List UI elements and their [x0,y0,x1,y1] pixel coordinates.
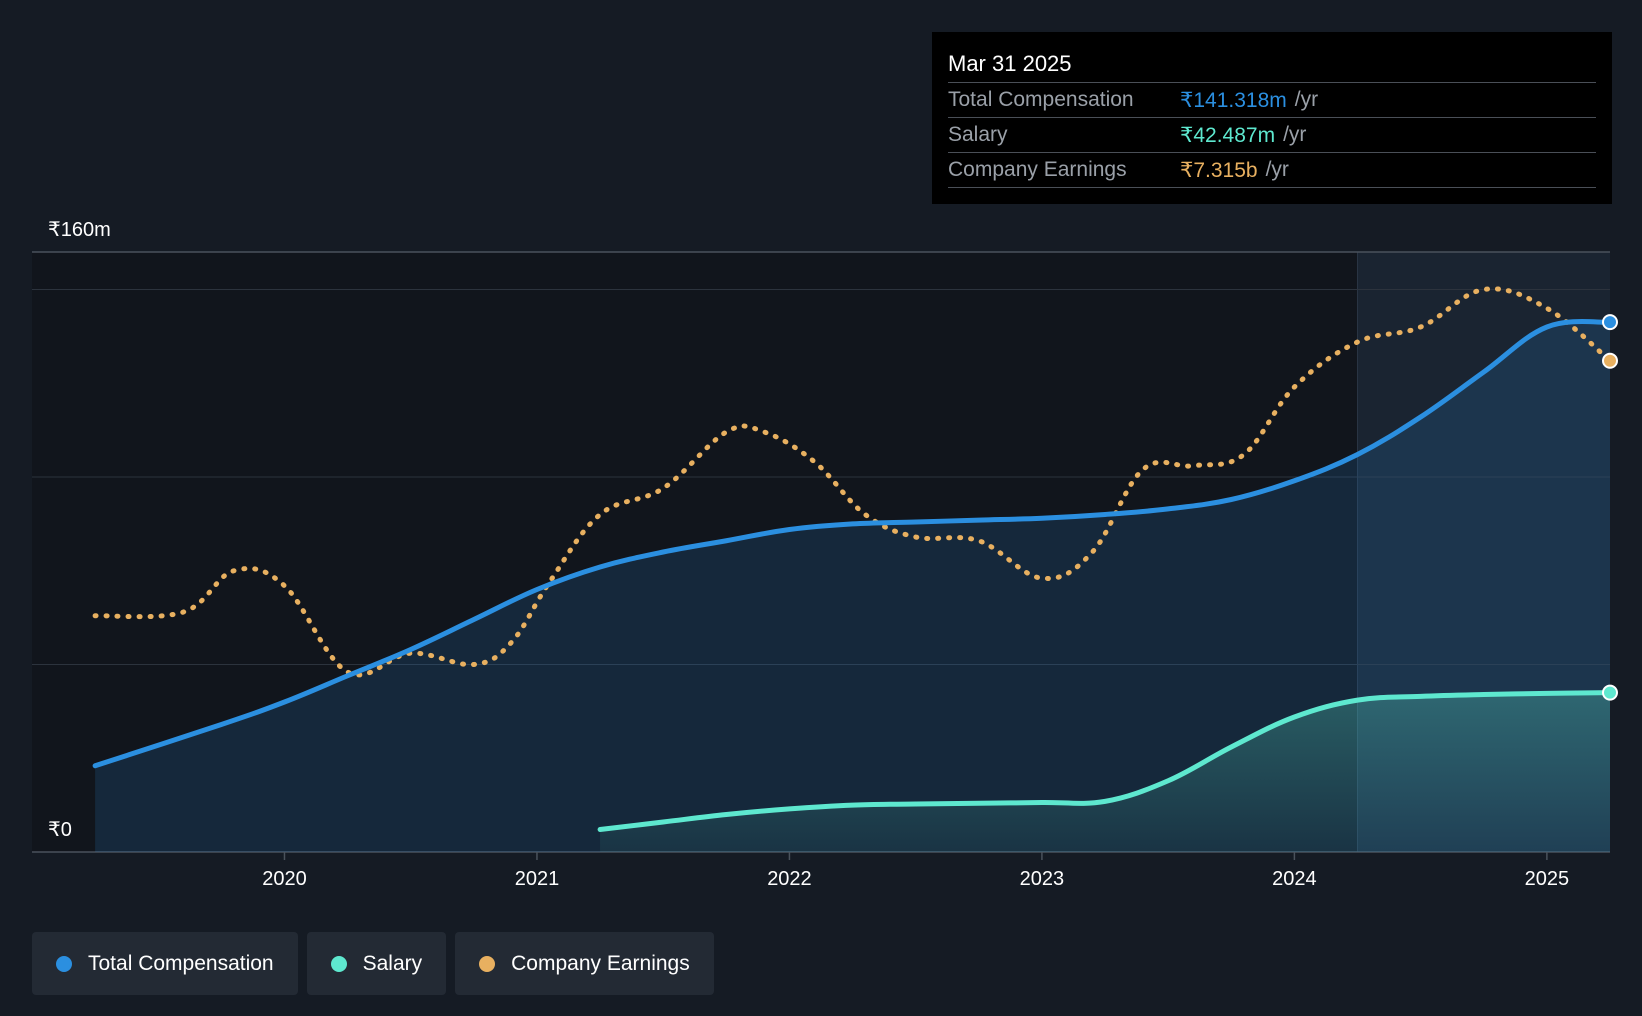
tooltip-label: Company Earnings [948,158,1127,181]
salary-end-marker [1602,684,1618,701]
chart-legend: Total Compensation Salary Company Earnin… [32,932,714,995]
tooltip-label: Total Compensation [948,88,1134,111]
legend-label: Salary [362,951,423,975]
salary-line [597,690,1613,832]
legend-label: Total Compensation [88,951,274,975]
total-compensation-end-marker [1602,314,1618,331]
company-earnings-end-marker [1602,352,1618,369]
x-tick-label: 2024 [1272,868,1317,890]
legend-item-salary[interactable]: Salary [306,932,447,995]
tooltip-panel: Mar 31 2025 Total Compensation ₹141.318m… [932,32,1612,204]
tooltip-value: ₹141.318m [1180,88,1287,112]
tooltip-unit: /yr [1265,158,1289,181]
legend-dot-icon [56,955,72,972]
total-compensation-area [95,321,1611,852]
x-tick-label: 2025 [1525,868,1570,890]
tooltip-date: Mar 31 2025 [948,51,1072,76]
x-tick-label: 2020 [262,868,307,890]
legend-item-total-compensation[interactable]: Total Compensation [32,932,298,995]
x-tick-label: 2021 [515,868,560,890]
y-axis-label-zero: ₹0 [48,819,72,841]
plot-background [32,252,1358,852]
legend-label: Company Earnings [511,951,690,975]
tooltip-unit: /yr [1294,88,1319,111]
legend-dot-icon [330,955,347,972]
y-axis-label-top: ₹160m [48,219,111,241]
tooltip-row-salary: Salary ₹42.487m /yr [948,117,1596,152]
tooltip-row-earnings: Company Earnings ₹7.315b /yr [948,152,1596,188]
x-tick-label: 2022 [767,868,812,890]
tooltip-row-total: Total Compensation ₹141.318m /yr [948,82,1596,117]
salary-area [600,692,1610,852]
company-earnings-line [92,286,1613,678]
tooltip-value: ₹42.487m [1180,123,1276,147]
x-tick-label: 2023 [1020,868,1065,890]
legend-item-company-earnings[interactable]: Company Earnings [455,932,714,995]
tooltip-label: Salary [948,123,1008,146]
legend-dot-icon [479,955,496,972]
tooltip-unit: /yr [1283,123,1307,146]
total-compensation-line [92,319,1613,769]
tooltip-value: ₹7.315b [1180,158,1258,182]
